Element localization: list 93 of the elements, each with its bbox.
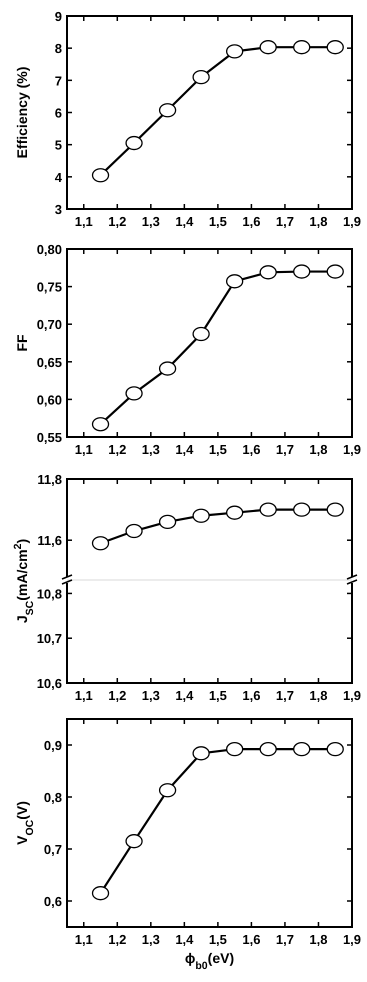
y-tick-label: 10,6	[36, 676, 62, 691]
point	[158, 514, 176, 529]
y-tick-label: 11,6	[37, 533, 62, 548]
point	[293, 502, 310, 517]
point	[158, 783, 176, 798]
point	[293, 40, 310, 54]
y-tick-label: 0,9	[44, 738, 62, 753]
x-tick-label: 1,5	[208, 442, 227, 457]
y-tick-label: 4	[54, 170, 63, 185]
point	[293, 264, 310, 279]
x-axis-title: ϕ$_{b0}$(eV)	[184, 950, 234, 972]
y-tick-label: 0,80	[36, 242, 62, 257]
y-tick-label: 6	[54, 106, 62, 120]
point	[158, 103, 176, 118]
x-tick-label: 1,1	[74, 214, 93, 229]
x-tick-label: 1,2	[108, 932, 126, 947]
x-tick-label: 1,1	[74, 932, 93, 947]
x-tick-label: 1,6	[242, 688, 260, 703]
point	[226, 274, 244, 288]
y-axis-title: FF	[14, 334, 30, 352]
y-tick-label: 0,55	[36, 430, 62, 445]
x-tick-label: 1,8	[309, 214, 328, 229]
point	[192, 326, 210, 342]
y-axis-title: Efficiency (%)	[14, 66, 30, 158]
point	[92, 168, 110, 182]
x-tick-label: 1,1	[74, 688, 93, 703]
x-tick-label: 1,6	[242, 214, 260, 229]
x-tick-label: 1,4	[175, 442, 194, 457]
x-tick-label: 1,7	[276, 442, 294, 457]
point	[92, 886, 110, 900]
point	[293, 742, 310, 756]
y-tick-label: 9	[54, 9, 62, 24]
x-tick-label: 1,9	[342, 688, 362, 703]
point	[260, 265, 277, 280]
x-tick-label: 1,8	[309, 932, 328, 947]
y-tick-label: 0,60	[36, 392, 62, 408]
y-tick-label: 8	[54, 41, 62, 56]
y-tick-label: 0,65	[36, 354, 62, 370]
x-tick-label: 1,4	[175, 932, 194, 947]
y-tick-label: 0,7	[44, 842, 62, 857]
point	[326, 502, 344, 517]
point	[158, 361, 176, 376]
point	[125, 524, 143, 538]
x-tick-label: 1,5	[208, 932, 227, 947]
x-tick-label: 1,4	[175, 214, 194, 229]
point	[260, 40, 277, 54]
x-tick-label: 1,8	[309, 688, 328, 703]
point	[192, 70, 210, 84]
y-tick-label: 3	[54, 202, 62, 217]
x-tick-label: 1,9	[342, 442, 362, 457]
x-tick-label: 1,7	[276, 688, 294, 703]
x-tick-label: 1,5	[208, 214, 227, 229]
x-tick-label: 1,4	[175, 688, 194, 703]
y-tick-label: 11,8	[37, 472, 62, 487]
point	[226, 506, 244, 520]
point	[226, 44, 244, 59]
y-tick-label: 7	[54, 73, 62, 88]
x-tick-label: 1,6	[242, 932, 260, 947]
point	[92, 536, 110, 550]
point	[260, 742, 277, 756]
point	[192, 746, 210, 760]
x-tick-label: 1,5	[208, 688, 227, 703]
point	[326, 742, 344, 756]
x-tick-label: 1,1	[74, 442, 93, 457]
x-tick-label: 1,2	[108, 442, 126, 457]
x-tick-label: 1,3	[142, 214, 160, 229]
x-tick-label: 1,8	[309, 442, 328, 457]
point	[326, 40, 344, 54]
y-tick-label: 0,8	[44, 790, 62, 805]
x-tick-label: 1,3	[142, 688, 160, 703]
y-tick-label: 0,70	[36, 317, 62, 332]
x-tick-label: 1,7	[276, 214, 294, 229]
y-tick-label: 10,7	[36, 631, 62, 646]
y-tick-label: 5	[54, 138, 62, 153]
point	[260, 502, 277, 517]
x-tick-label: 1,3	[142, 442, 160, 457]
point	[92, 417, 110, 432]
x-tick-label: 1,2	[108, 688, 126, 703]
y-tick-label: 0,75	[36, 280, 62, 295]
x-tick-label: 1,2	[108, 214, 126, 229]
point	[326, 264, 344, 279]
x-tick-label: 1,9	[342, 932, 362, 947]
x-tick-label: 1,7	[276, 932, 294, 947]
x-tick-label: 1,3	[142, 932, 160, 947]
x-tick-label: 1,6	[242, 442, 260, 457]
y-tick-label: 10,8	[36, 586, 62, 602]
point	[125, 136, 143, 150]
point	[125, 386, 143, 401]
x-tick-label: 1,9	[342, 214, 362, 229]
point	[125, 834, 143, 848]
point	[226, 742, 244, 756]
y-tick-label: 0,6	[44, 894, 62, 909]
point	[192, 508, 210, 523]
